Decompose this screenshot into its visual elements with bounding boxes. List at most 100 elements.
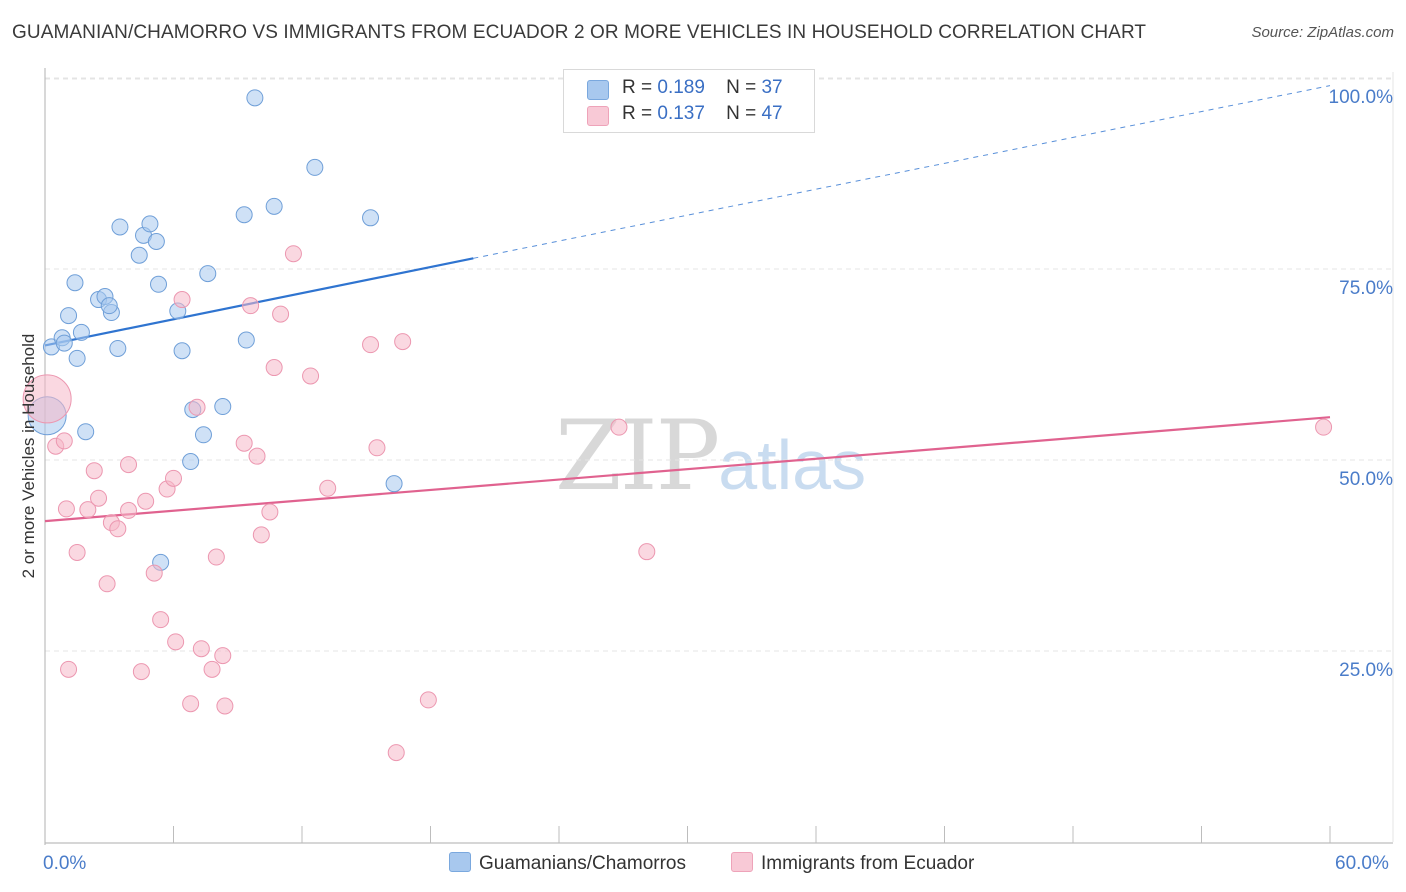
source-label: Source: ZipAtlas.com — [1251, 24, 1394, 41]
trendline-ecuador — [44, 416, 1331, 523]
point-ecuador — [362, 336, 380, 354]
point-guamanian — [77, 423, 95, 441]
point-ecuador — [207, 548, 225, 566]
point-ecuador — [252, 526, 270, 544]
point-ecuador — [98, 575, 116, 593]
point-ecuador — [387, 744, 405, 762]
y-tick-label-100: 100.0% — [1328, 87, 1393, 108]
point-ecuador — [68, 543, 86, 561]
point-ecuador — [284, 245, 302, 263]
point-guamanian — [199, 265, 217, 283]
grid-lines — [45, 72, 1394, 842]
point-ecuador — [182, 695, 200, 713]
r-value-ecuador: 0.137 — [657, 103, 705, 124]
point-ecuador — [188, 398, 206, 416]
r-label: R = — [622, 103, 653, 124]
legend-stats-ecuador: R = 0.137 N = 47 — [622, 103, 783, 125]
legend-swatch-blue — [587, 80, 609, 100]
n-label: N = — [726, 103, 757, 124]
point-ecuador — [235, 434, 253, 452]
point-guamanian — [130, 246, 148, 264]
point-guamanian — [246, 89, 264, 107]
point-ecuador — [302, 367, 320, 385]
legend-swatch-pink — [587, 106, 609, 126]
point-ecuador — [638, 543, 656, 561]
point-guamanian — [385, 475, 403, 493]
point-ecuador — [368, 439, 386, 457]
point-ecuador — [214, 647, 232, 665]
legend-label-guamanians: Guamanians/Chamorros — [479, 853, 686, 874]
point-guamanian — [235, 206, 253, 224]
point-ecuador — [203, 660, 221, 678]
axes — [44, 68, 1393, 845]
point-ecuador — [248, 447, 266, 465]
x-tick-label-0: 0.0% — [43, 853, 87, 874]
point-guamanian — [306, 158, 324, 176]
n-label: N = — [726, 77, 757, 98]
x-tick-label-60: 60.0% — [1335, 853, 1389, 874]
point-ecuador — [319, 479, 337, 497]
point-guamanian — [265, 197, 283, 215]
point-guamanian — [55, 334, 73, 352]
point-guamanian — [150, 275, 168, 293]
n-value-guamanian: 37 — [761, 77, 783, 98]
legend-item-ecuador: Immigrants from Ecuador — [731, 852, 974, 875]
point-ecuador — [242, 297, 260, 315]
point-ecuador — [1315, 418, 1333, 436]
point-ecuador — [145, 564, 163, 582]
legend-swatch-ecuador — [731, 852, 753, 872]
trend-lines — [44, 85, 1331, 523]
point-ecuador — [265, 359, 283, 377]
point-ecuador — [132, 663, 150, 681]
point-ecuador — [419, 691, 437, 709]
point-ecuador — [610, 418, 628, 436]
r-label: R = — [622, 77, 653, 98]
point-guamanian — [111, 218, 129, 236]
point-ecuador — [120, 501, 138, 519]
y-tick-label-75: 75.0% — [1339, 278, 1393, 299]
point-ecuador — [152, 611, 170, 629]
chart-title: GUAMANIAN/CHAMORRO VS IMMIGRANTS FROM EC… — [12, 22, 1147, 43]
point-guamanian — [214, 398, 232, 416]
point-ecuador — [216, 697, 234, 715]
y-tick-label-50: 50.0% — [1339, 469, 1393, 490]
point-ecuador — [85, 462, 103, 480]
n-value-ecuador: 47 — [761, 103, 783, 124]
point-ecuador — [192, 640, 210, 658]
point-ecuador — [120, 456, 138, 474]
point-guamanian — [182, 453, 200, 471]
point-ecuador — [272, 305, 290, 323]
point-guamanian — [194, 426, 212, 444]
legend-label-ecuador: Immigrants from Ecuador — [761, 853, 975, 874]
point-ecuador — [60, 660, 78, 678]
y-tick-label-25: 25.0% — [1339, 660, 1393, 681]
data-points — [22, 89, 1333, 762]
point-guamanian — [237, 331, 255, 349]
point-ecuador — [55, 432, 73, 450]
point-guamanian — [109, 339, 127, 357]
point-guamanian — [141, 215, 159, 233]
point-ecuador — [167, 633, 185, 651]
point-guamanian — [100, 297, 118, 315]
point-guamanian — [147, 232, 165, 250]
point-ecuador — [79, 501, 97, 519]
point-ecuador — [22, 374, 72, 424]
point-guamanian — [60, 307, 78, 325]
trendline-guamanians — [44, 257, 474, 347]
point-ecuador — [261, 503, 279, 521]
legend-stats-guamanian: R = 0.189 N = 37 — [622, 77, 783, 99]
legend-item-guamanians: Guamanians/Chamorros — [449, 852, 686, 875]
point-guamanian — [66, 274, 84, 292]
point-ecuador — [173, 291, 191, 309]
point-ecuador — [137, 492, 155, 510]
point-guamanian — [173, 342, 191, 360]
point-ecuador — [109, 520, 127, 538]
legend-swatch-guamanians — [449, 852, 471, 872]
point-guamanian — [72, 323, 90, 341]
point-guamanian — [362, 209, 380, 227]
point-guamanian — [68, 349, 86, 367]
r-value-guamanian: 0.189 — [657, 77, 705, 98]
point-ecuador — [90, 489, 108, 507]
y-axis-label: 2 or more Vehicles in Household — [19, 333, 38, 579]
